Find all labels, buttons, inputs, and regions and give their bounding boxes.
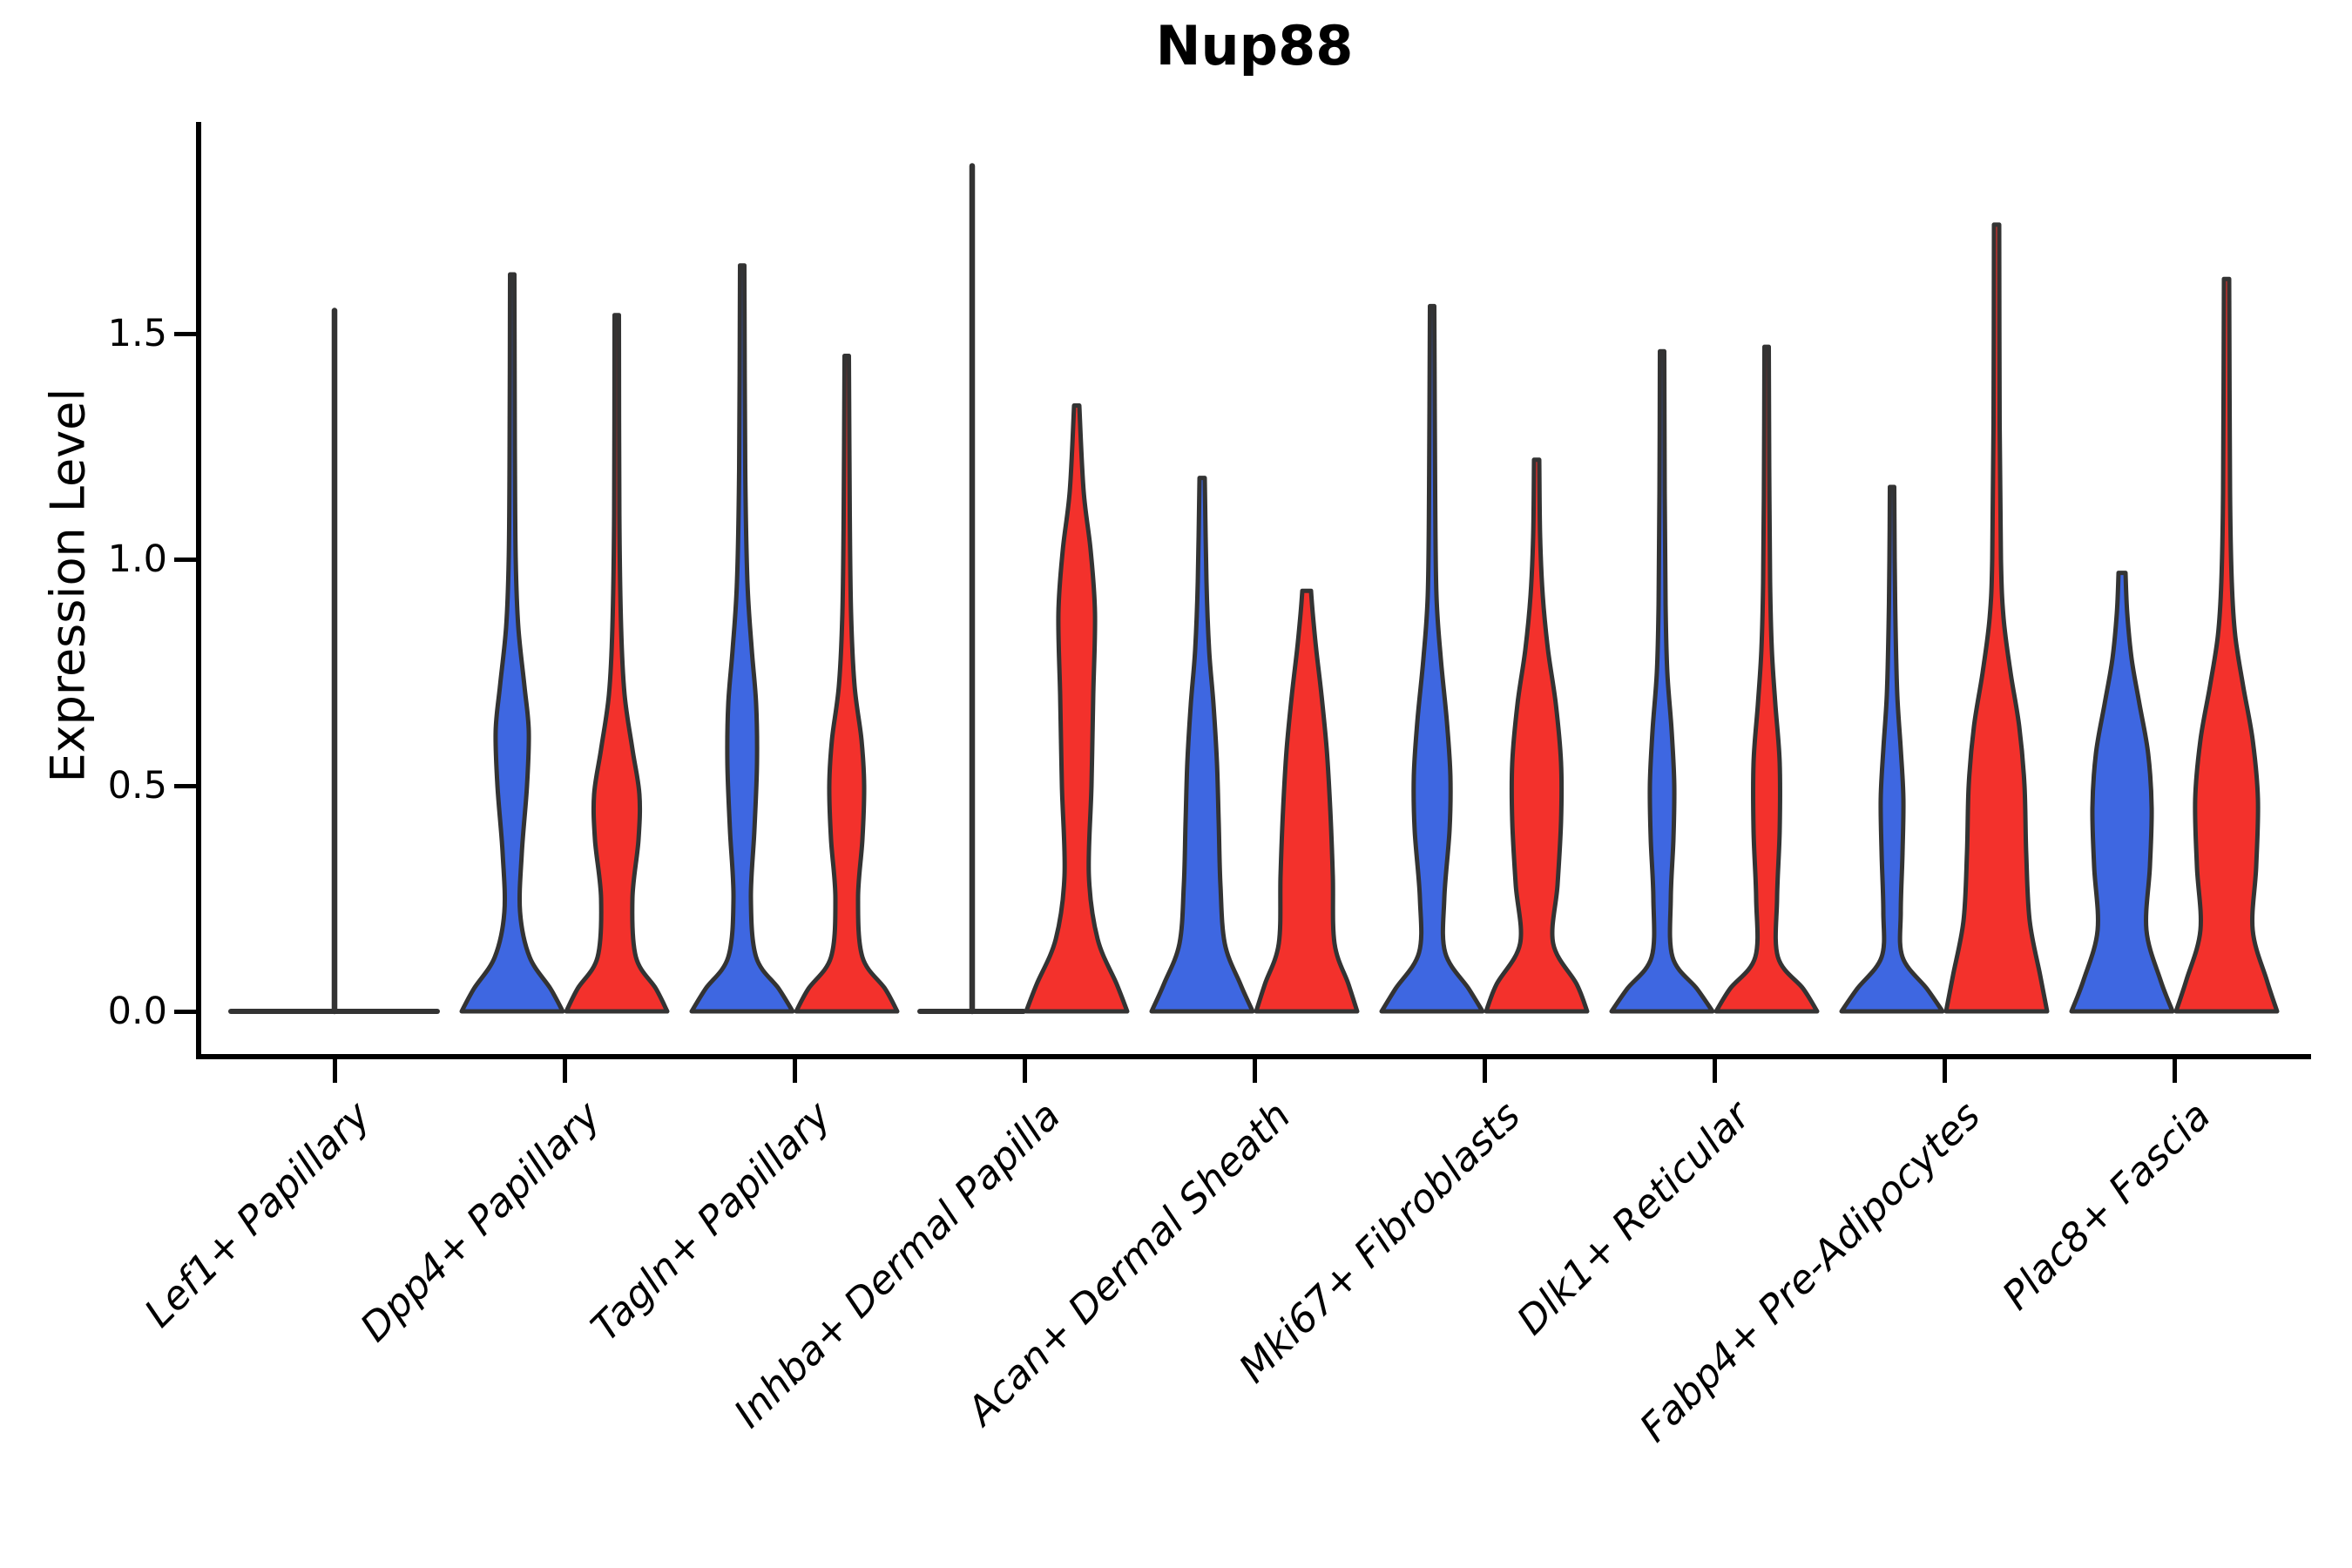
y-tick-label: 1.5: [107, 311, 167, 355]
x-tick-mark: [563, 1059, 567, 1083]
violin-red-cat1: [564, 313, 670, 1014]
violin-red-cat4: [1254, 588, 1360, 1014]
y-tick-label: 1.0: [107, 537, 167, 581]
x-tick-mark: [1713, 1059, 1717, 1083]
y-tick-mark: [174, 558, 198, 562]
y-axis-spine: [196, 122, 201, 1059]
y-tick-mark: [174, 331, 198, 336]
violin-blue-cat1: [459, 272, 565, 1014]
chart-title: Nup88: [1155, 14, 1354, 78]
violin-red-cat6: [1713, 344, 1820, 1014]
x-tick-mark: [1943, 1059, 1947, 1083]
violin-red-cat7: [1943, 222, 2050, 1014]
y-tick-label: 0.5: [107, 763, 167, 808]
x-axis-spine: [196, 1054, 2311, 1059]
violin-flat-both: [228, 308, 440, 1015]
x-tick-mark: [793, 1059, 797, 1083]
x-tick-mark: [2173, 1059, 2177, 1083]
x-tick-mark: [333, 1059, 337, 1083]
y-tick-label: 0.0: [107, 990, 167, 1033]
violin-blue-cat8: [2069, 571, 2175, 1014]
x-tick-mark: [1483, 1059, 1487, 1083]
x-tick-mark: [1023, 1059, 1027, 1083]
violin-blue-cat5: [1379, 303, 1485, 1014]
y-tick-mark: [174, 783, 198, 788]
violin-red-cat8: [2173, 276, 2280, 1014]
violin-blue-cat4: [1149, 476, 1255, 1014]
violin-red-cat5: [1484, 457, 1590, 1014]
violin-blue-cat2: [689, 263, 795, 1014]
violin-blue-cat7: [1839, 484, 1945, 1014]
violin-flat-blue: [917, 163, 1026, 1015]
violin-red-cat2: [794, 354, 900, 1014]
x-tick-mark: [1253, 1059, 1257, 1083]
y-tick-mark: [174, 1010, 198, 1014]
violin-red-cat3: [1024, 403, 1130, 1014]
violin-blue-cat6: [1609, 348, 1715, 1014]
